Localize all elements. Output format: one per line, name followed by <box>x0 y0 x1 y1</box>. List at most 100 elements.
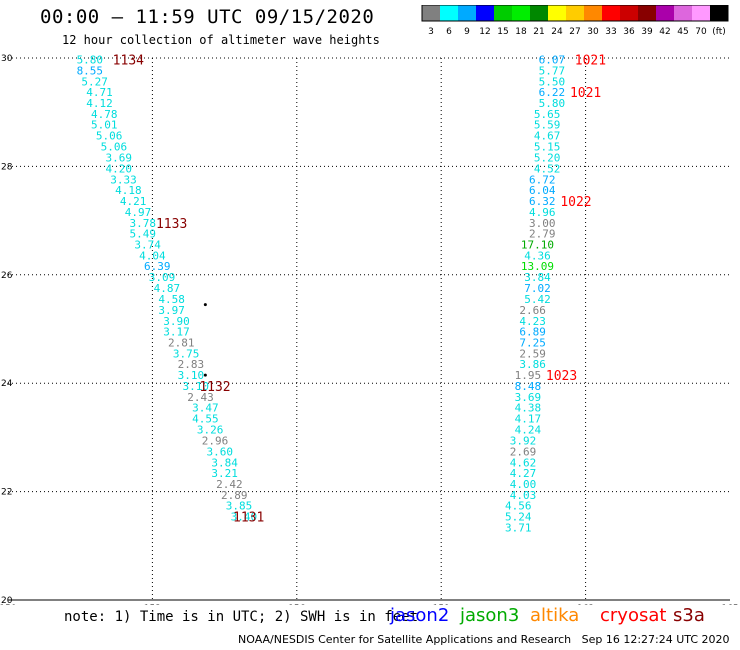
swh-value-label: 5.50 <box>539 75 566 88</box>
mission-cryosat: cryosat <box>600 605 667 626</box>
colorbar-label: 27 <box>569 27 580 37</box>
swh-value-label: 2.81 <box>168 337 195 350</box>
swh-value-label: 7.02 <box>524 282 551 295</box>
data-dot <box>203 303 207 307</box>
swh-value-label: 4.04 <box>139 249 166 262</box>
x-tick-label: 150 <box>0 604 17 605</box>
colorbar-frame <box>421 5 729 22</box>
x-tick-label: 156 <box>288 604 305 605</box>
swh-value-label: 5.80 <box>77 54 104 67</box>
swh-value-label: 6.04 <box>529 184 556 197</box>
swh-value-label: 2.96 <box>202 435 229 448</box>
colorbar-swatch <box>530 5 548 21</box>
swh-value-label: 3.21 <box>211 467 238 480</box>
pass-time-label: 1023 <box>546 369 577 384</box>
x-tick-label: 165 <box>721 604 738 605</box>
x-tick-label: 162 <box>577 604 594 605</box>
colorbar-label: 21 <box>533 27 544 37</box>
colorbar-swatch <box>692 5 710 21</box>
swh-value-label: 4.03 <box>510 489 537 502</box>
swh-value-label: 3.26 <box>197 423 224 436</box>
x-tick-label: 153 <box>144 604 161 605</box>
colorbar-label: 3 <box>428 27 434 37</box>
swh-value-label: 2.69 <box>510 445 537 458</box>
swh-value-label: 3.69 <box>515 391 542 404</box>
swh-value-label: 5.42 <box>524 293 551 306</box>
wave-height-plot: 1501531561591621652022242628305.808.555.… <box>0 54 739 605</box>
swh-value-label: 5.15 <box>534 140 561 153</box>
colorbar-swatch <box>710 5 728 21</box>
swh-value-label: 3.47 <box>192 402 219 415</box>
y-tick-label: 22 <box>1 488 12 498</box>
chart-title: 00:00 – 11:59 UTC 09/15/2020 <box>40 6 375 28</box>
colorbar-label: 70 <box>695 27 707 37</box>
swh-value-label: 6.39 <box>144 260 171 273</box>
swh-value-label: 8.55 <box>77 64 104 77</box>
swh-value-label: 2.83 <box>178 358 205 371</box>
colorbar-label: 24 <box>551 27 563 37</box>
mission-s3a: s3a <box>673 605 705 626</box>
pass-time-label: 1133 <box>156 217 187 232</box>
colorbar-label: 45 <box>677 27 688 37</box>
colorbar-label: 18 <box>515 27 527 37</box>
swh-value-label: 2.43 <box>187 391 214 404</box>
swh-value-label: 5.06 <box>101 140 128 153</box>
swh-value-label: 6.72 <box>529 173 556 186</box>
colorbar-label: 12 <box>479 27 490 37</box>
colorbar-swatch <box>476 5 494 21</box>
swh-value-label: 2.66 <box>519 304 546 317</box>
colorbar-swatch <box>620 5 638 21</box>
swh-value-label: 4.52 <box>534 163 561 176</box>
pass-time-label: 1021 <box>570 86 601 101</box>
swh-value-label: 5.77 <box>539 64 566 77</box>
swh-value-label: 2.42 <box>216 478 243 491</box>
colorbar-swatch <box>656 5 674 21</box>
swh-value-label: 3.71 <box>505 521 532 534</box>
swh-value-label: 5.27 <box>81 75 108 88</box>
swh-value-label: 6.32 <box>529 195 556 208</box>
y-tick-label: 20 <box>1 596 13 605</box>
swh-value-label: 3.90 <box>163 315 190 328</box>
swh-value-label: 6.89 <box>519 326 546 339</box>
swh-value-label: 5.06 <box>96 130 123 143</box>
swh-value-label: 3.09 <box>149 271 176 284</box>
footer-note: note: 1) Time is in UTC; 2) SWH is in fe… <box>64 609 419 625</box>
swh-value-label: 4.36 <box>524 249 551 262</box>
mission-jason2: jason2 <box>390 605 450 626</box>
credit-line: NOAA/NESDIS Center for Satellite Applica… <box>238 633 730 646</box>
swh-value-label: 5.01 <box>91 119 118 132</box>
swh-value-label: 4.97 <box>125 206 152 219</box>
swh-value-label: 4.71 <box>86 86 113 99</box>
colorbar-swatch <box>494 5 512 21</box>
swh-value-label: 8.48 <box>515 380 542 393</box>
swh-value-label: 4.27 <box>510 467 537 480</box>
swh-value-label: 4.18 <box>115 184 142 197</box>
data-dot <box>203 373 207 377</box>
swh-value-label: 5.20 <box>534 152 561 165</box>
swh-value-label: 3.92 <box>510 435 537 448</box>
swh-value-label: 4.12 <box>86 97 113 110</box>
pass-time-label: 1131 <box>233 511 264 526</box>
y-tick-label: 24 <box>1 379 13 389</box>
colorbar-swatch <box>548 5 566 21</box>
swh-value-label: 4.20 <box>105 163 132 176</box>
swh-value-label: 3.10 <box>182 380 209 393</box>
y-tick-label: 28 <box>1 162 13 172</box>
swh-value-label: 3.17 <box>163 326 190 339</box>
colorbar-swatch <box>638 5 656 21</box>
color-legend: 3 6 9 12 15 18 21 24 27 30 33 36 39 42 45 70 (ft) <box>421 5 729 37</box>
colorbar-label: 15 <box>497 27 508 37</box>
y-tick-label: 26 <box>1 271 13 281</box>
swh-value-label: 5.65 <box>534 108 561 121</box>
colorbar-swatch <box>458 5 476 21</box>
swh-value-label: 4.78 <box>91 108 118 121</box>
swh-value-label: 3.69 <box>105 152 132 165</box>
swh-value-label: 4.38 <box>515 402 542 415</box>
colorbar-label: 42 <box>659 27 670 37</box>
colorbar-label: 36 <box>623 27 635 37</box>
swh-value-label: 3.86 <box>519 358 546 371</box>
swh-value-label: 4.24 <box>515 423 542 436</box>
swh-value-label: 3.85 <box>226 500 253 513</box>
swh-value-label: 4.00 <box>510 478 537 491</box>
swh-value-label: 4.67 <box>534 130 561 143</box>
